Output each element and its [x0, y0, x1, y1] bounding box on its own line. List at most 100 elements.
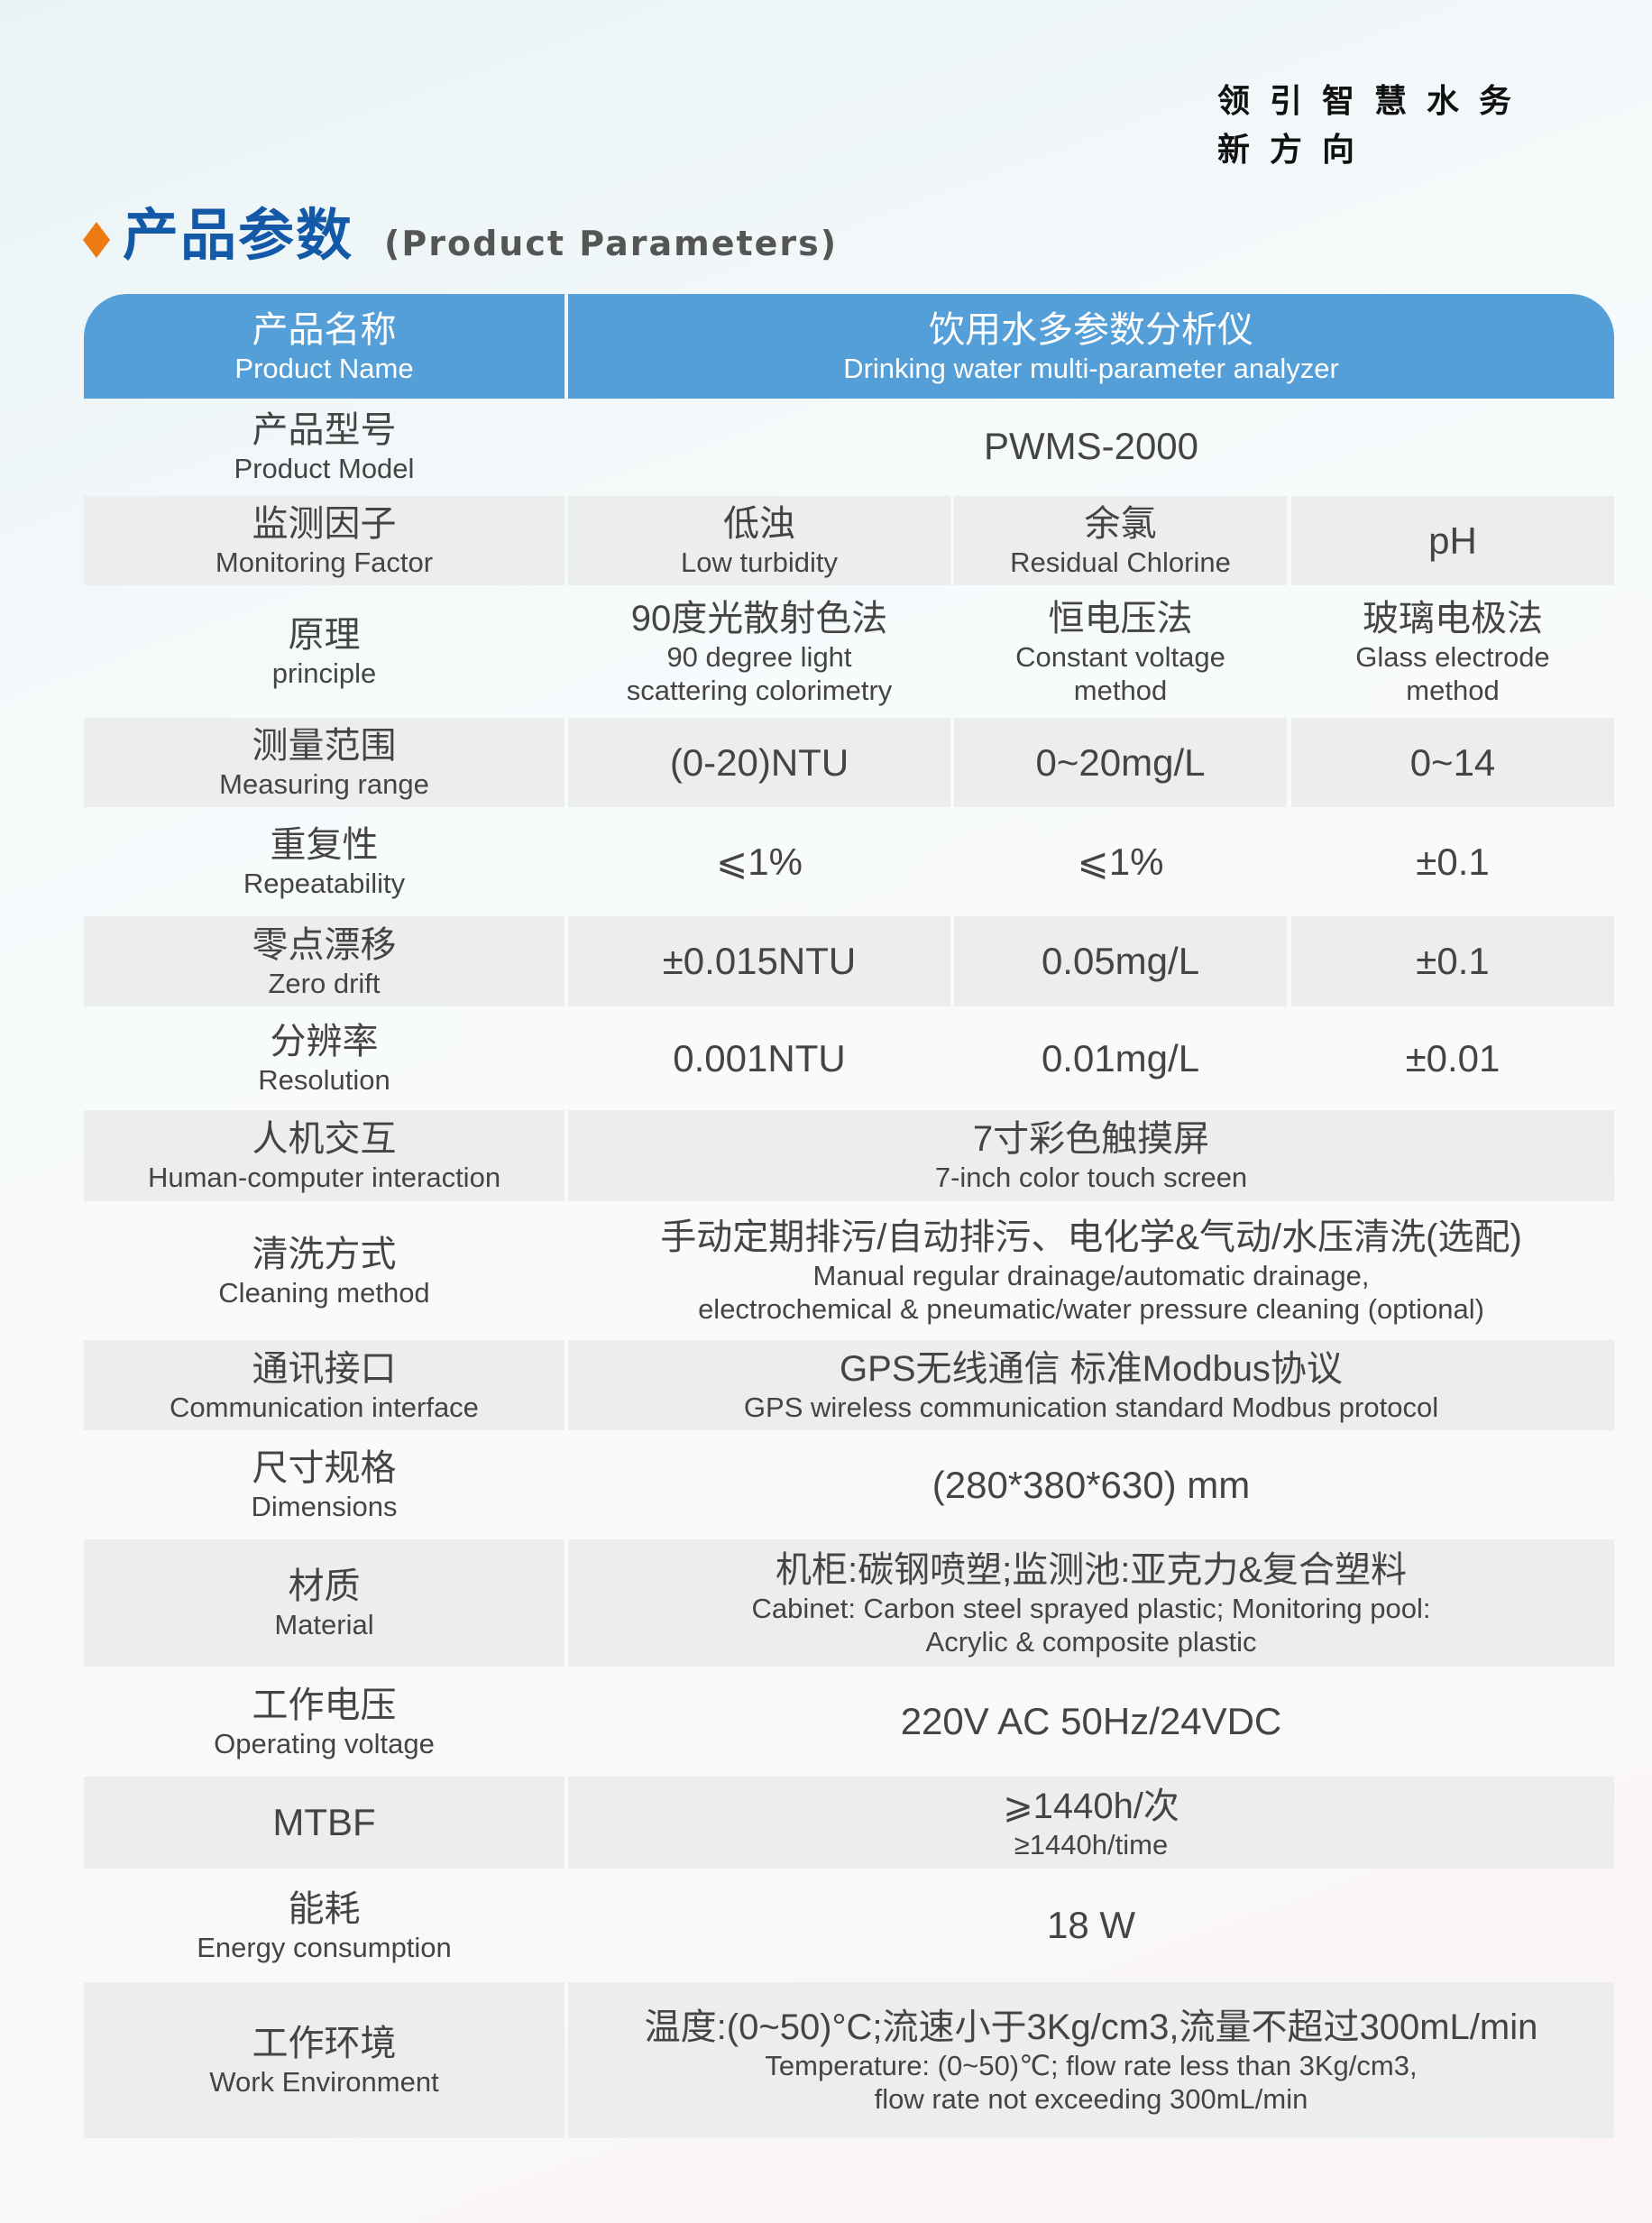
- table-row: 分辨率 Resolution 0.001NTU 0.01mg/L ±0.01: [84, 1011, 1614, 1110]
- row-value: PWMS-2000: [983, 425, 1199, 467]
- row-label-cn: 原理: [288, 615, 361, 655]
- row-value-cn: 玻璃电极法: [1363, 598, 1543, 638]
- row-value-cell: 余氯 Residual Chlorine: [954, 496, 1287, 585]
- header-value-cell: 饮用水多参数分析仪 Drinking water multi-parameter…: [568, 294, 1614, 399]
- row-value-cn: 90度光散射色法: [630, 598, 888, 638]
- row-value-cell: 0~14: [1291, 718, 1614, 807]
- row-value-cell: ±0.01: [1291, 1011, 1614, 1106]
- row-label-cn: 人机交互: [252, 1119, 397, 1159]
- row-label-cn: 监测因子: [252, 504, 397, 544]
- row-value-cell: 7寸彩色触摸屏 7-inch color touch screen: [568, 1110, 1614, 1201]
- row-label-cell: 零点漂移 Zero drift: [84, 916, 564, 1006]
- row-label-cn: 工作电压: [252, 1685, 397, 1725]
- row-value: ±0.01: [1405, 1036, 1501, 1079]
- row-value: pH: [1428, 519, 1477, 562]
- row-value: ±0.1: [1416, 840, 1490, 883]
- row-label-cell: 工作电压 Operating voltage: [84, 1671, 564, 1772]
- row-value-cell: ±0.015NTU: [568, 916, 950, 1006]
- table-row: 能耗 Energy consumption 18 W: [84, 1873, 1614, 1982]
- row-value-cell: (0-20)NTU: [568, 718, 950, 807]
- row-value: 0.001NTU: [673, 1036, 846, 1079]
- row-value: 0~20mg/L: [1035, 740, 1206, 784]
- row-value-cell: ±0.1: [1291, 812, 1614, 912]
- row-value-cell: 220V AC 50Hz/24VDC: [568, 1671, 1614, 1772]
- row-value-cell: 90度光散射色法 90 degree light scattering color…: [568, 590, 950, 713]
- row-label-cell: 材质 Material: [84, 1539, 564, 1667]
- row-label-cn: 重复性: [270, 825, 379, 865]
- row-value: ±0.1: [1416, 940, 1490, 982]
- row-value-en: Residual Chlorine: [1010, 547, 1231, 578]
- table-row: MTBF ⩾1440h/次 ≥1440h/time: [84, 1777, 1614, 1873]
- row-label-cell: 分辨率 Resolution: [84, 1011, 564, 1106]
- section-title: 产品参数 (Product Parameters): [83, 189, 838, 271]
- table-row: 通讯接口 Communication interface GPS无线通信 标准Mod…: [84, 1340, 1614, 1435]
- row-label-cell: 监测因子 Monitoring Factor: [84, 496, 564, 585]
- row-value-cell: 18 W: [568, 1873, 1614, 1978]
- row-label-en: Work Environment: [209, 2066, 439, 2098]
- row-label-cell: 重复性 Repeatability: [84, 812, 564, 912]
- row-label-en: MTBF: [272, 1801, 376, 1843]
- row-value-cn: 7寸彩色触摸屏: [972, 1119, 1210, 1159]
- row-value-cell: ±0.1: [1291, 916, 1614, 1006]
- row-value-cn: 机柜:碳钢喷塑;监测池:亚克力&复合塑料: [775, 1549, 1408, 1590]
- row-value-cn: 温度:(0~50)°C;流速小于3Kg/cm3,流量不超过300mL/min: [644, 2007, 1538, 2047]
- row-value: ±0.015NTU: [662, 940, 857, 982]
- table-row: 工作环境 Work Environment 温度:(0~50)°C;流速小于3Kg/…: [84, 1982, 1614, 2143]
- row-label-en: Resolution: [258, 1064, 390, 1096]
- table-row: 产品型号 Product Model PWMS-2000: [84, 401, 1614, 496]
- row-value-cell: PWMS-2000: [568, 401, 1614, 491]
- row-value-en: GPS wireless communication standard Modb…: [743, 1391, 1439, 1423]
- row-label-cn: 测量范围: [252, 726, 397, 766]
- row-value-cn: ⩾1440h/次: [1003, 1786, 1179, 1826]
- table-row: 原理 principle 90度光散射色法 90 degree light scatt…: [84, 590, 1614, 718]
- row-label-cell: 工作环境 Work Environment: [84, 1982, 564, 2138]
- row-value-cell: 恒电压法 Constant voltage method: [954, 590, 1287, 713]
- row-label-cell: 人机交互 Human-computer interaction: [84, 1110, 564, 1201]
- row-value-en: 90 degree light scattering colorimetry: [626, 640, 893, 706]
- row-label-cell: 测量范围 Measuring range: [84, 718, 564, 807]
- table-row: 重复性 Repeatability ⩽1% ⩽1% ±0.1: [84, 812, 1614, 916]
- row-value: 18 W: [1046, 1904, 1136, 1946]
- row-value-en: Manual regular drainage/automatic draina…: [698, 1260, 1484, 1325]
- row-value-en: Low turbidity: [680, 547, 839, 578]
- row-value-en: Cabinet: Carbon steel sprayed plastic; M…: [751, 1592, 1431, 1658]
- row-value-cell: ⩽1%: [568, 812, 950, 912]
- row-label-en: Repeatability: [243, 868, 406, 899]
- row-label-en: Operating voltage: [214, 1727, 435, 1759]
- row-value-cell: 机柜:碳钢喷塑;监测池:亚克力&复合塑料 Cabinet: Carbon stee…: [568, 1539, 1614, 1667]
- row-value-cell: ⩾1440h/次 ≥1440h/time: [568, 1777, 1614, 1869]
- row-value-en: ≥1440h/time: [1014, 1828, 1169, 1860]
- title-cn: 产品参数: [123, 202, 354, 268]
- row-value-cell: 手动定期排污/自动排污、电化学&气动/水压清洗(选配) Manual regula…: [568, 1206, 1614, 1336]
- row-label-cn: 材质: [288, 1566, 361, 1606]
- table-row: 监测因子 Monitoring Factor 低浊 Low turbidity 余氯 Re…: [84, 496, 1614, 590]
- row-label-en: Human-computer interaction: [147, 1162, 501, 1193]
- row-label-cell: 清洗方式 Cleaning method: [84, 1206, 564, 1336]
- row-value: (280*380*630) mm: [932, 1463, 1251, 1506]
- row-value-cell: ⩽1%: [954, 812, 1287, 912]
- header-label-cn: 产品名称: [252, 309, 397, 350]
- row-value: 0.05mg/L: [1041, 940, 1200, 982]
- row-value-cell: 温度:(0~50)°C;流速小于3Kg/cm3,流量不超过300mL/min Te…: [568, 1982, 1614, 2138]
- table-header: 产品名称 Product Name 饮用水多参数分析仪 Drinking wat…: [84, 294, 1614, 401]
- diamond-icon: [83, 222, 110, 258]
- row-label-en: Measuring range: [219, 768, 429, 800]
- row-label-en: Dimensions: [251, 1491, 398, 1522]
- row-value-cell: (280*380*630) mm: [568, 1435, 1614, 1535]
- row-value-en: Constant voltage method: [1015, 640, 1225, 706]
- header-label-en: Product Name: [234, 352, 414, 384]
- row-value-cell: 玻璃电极法 Glass electrode method: [1291, 590, 1614, 713]
- slogan-line-2: 新方向: [1217, 132, 1375, 169]
- table-row: 工作电压 Operating voltage 220V AC 50Hz/24VDC: [84, 1671, 1614, 1777]
- row-value-en: 7-inch color touch screen: [934, 1162, 1248, 1193]
- row-value: 0.01mg/L: [1041, 1036, 1200, 1079]
- row-label-cn: 尺寸规格: [252, 1448, 397, 1488]
- row-label-cell: 能耗 Energy consumption: [84, 1873, 564, 1978]
- row-value: ⩽1%: [1077, 840, 1164, 883]
- table-row: 清洗方式 Cleaning method 手动定期排污/自动排污、电化学&气动/水压…: [84, 1206, 1614, 1340]
- header-value-en: Drinking water multi-parameter analyzer: [843, 352, 1339, 384]
- row-value-cn: 手动定期排污/自动排污、电化学&气动/水压清洗(选配): [660, 1217, 1522, 1257]
- row-label-en: Material: [274, 1609, 374, 1640]
- row-value-en: Temperature: (0~50)℃; flow rate less tha…: [765, 2049, 1418, 2115]
- row-label-en: Monitoring Factor: [215, 547, 434, 578]
